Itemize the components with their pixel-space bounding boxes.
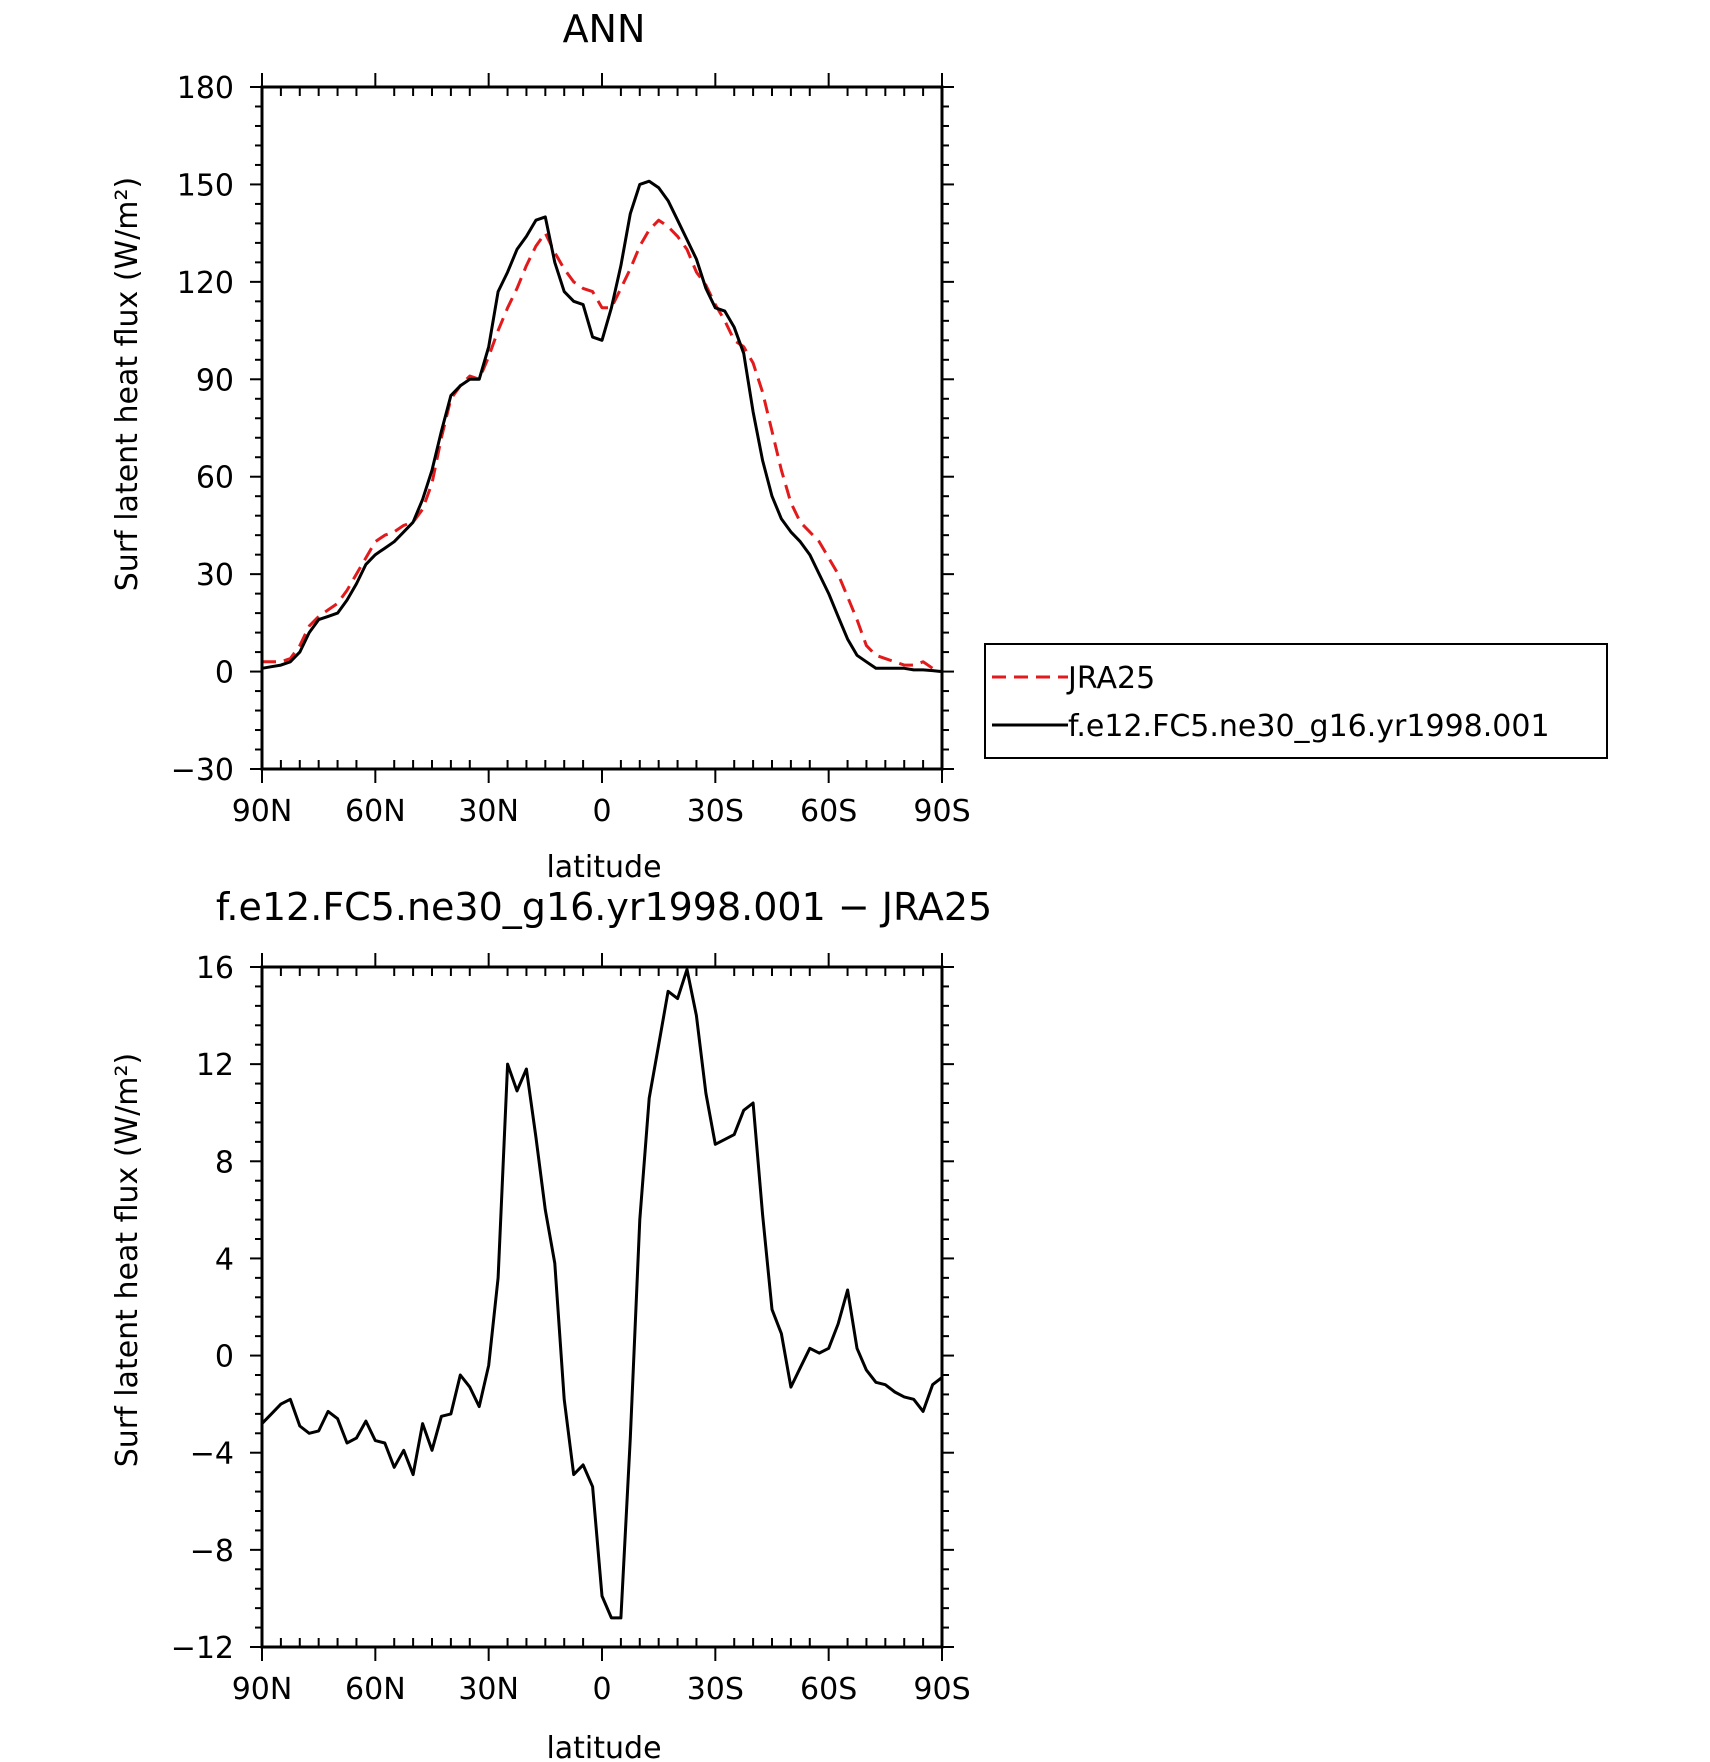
- top-chart-y-tick-label: 180: [177, 71, 234, 106]
- top-chart-series-line-1: [262, 218, 943, 674]
- top-chart-panel: ANN Surf latent heat flux (W/m²) latitud…: [110, 7, 1608, 885]
- bottom-chart-y-tick-label: −4: [190, 1437, 234, 1472]
- chart-legend: JRA25 f.e12.FC5.ne30_g16.yr1998.001: [984, 643, 1608, 759]
- bottom-chart-y-tick-label: 4: [215, 1242, 234, 1277]
- top-chart-plot-frame: [260, 85, 944, 771]
- bottom-chart-series-lines: [260, 967, 943, 1620]
- top-chart-ticks: −30 0 30 60 90 120 150 180 90N 60N 30N 0 30S 60S 90S: [171, 71, 971, 829]
- top-chart-y-tick-label: 60: [196, 461, 234, 496]
- bottom-chart-x-axis-label: latitude: [546, 1731, 661, 1762]
- top-chart-x-tick-label: 60N: [345, 794, 406, 829]
- top-chart-y-tick-label: 0: [215, 656, 234, 691]
- bottom-chart-y-tick-label: 0: [215, 1340, 234, 1375]
- bottom-chart-y-tick-label: −12: [171, 1631, 234, 1666]
- legend-box: [984, 643, 1608, 759]
- bottom-chart-y-tick-label: 12: [196, 1048, 234, 1083]
- top-chart-y-tick-label: 90: [196, 363, 234, 398]
- bottom-chart-x-tick-label: 90S: [913, 1672, 970, 1707]
- top-chart-x-tick-label: 60S: [800, 794, 857, 829]
- top-chart-x-tick-label: 0: [592, 794, 611, 829]
- bottom-chart-y-tick-label: 8: [215, 1145, 234, 1180]
- bottom-chart-x-tick-label: 30S: [687, 1672, 744, 1707]
- bottom-chart-x-tick-label: 60S: [800, 1672, 857, 1707]
- bottom-chart-x-tick-label: 0: [592, 1672, 611, 1707]
- top-chart-y-tick-label: 150: [177, 168, 234, 203]
- bottom-chart-x-tick-label: 60N: [345, 1672, 406, 1707]
- top-chart-y-tick-label: −30: [171, 753, 234, 788]
- bottom-chart-x-tick-label: 30N: [458, 1672, 519, 1707]
- top-chart-x-tick-label: 90S: [913, 794, 970, 829]
- top-chart-x-axis-label: latitude: [546, 850, 661, 885]
- bottom-chart-title: f.e12.FC5.ne30_g16.yr1998.001 − JRA25: [216, 885, 992, 929]
- top-chart-x-tick-label: 90N: [232, 794, 293, 829]
- bottom-chart-ticks: −12 −8 −4 0 4 8 12 16 90N 60N 30N 0 30S 60S 90S: [171, 951, 971, 1707]
- top-chart-series-line-2: [261, 179, 943, 674]
- top-chart-series-lines: [261, 179, 943, 674]
- top-chart-y-axis-label: Surf latent heat flux (W/m²): [110, 177, 145, 592]
- top-chart-x-tick-label: 30N: [458, 794, 519, 829]
- bottom-chart-y-tick-label: 16: [196, 951, 234, 986]
- top-chart-y-tick-label: 30: [196, 558, 234, 593]
- bottom-chart-panel: f.e12.FC5.ne30_g16.yr1998.001 − JRA25 Su…: [110, 885, 992, 1762]
- bottom-chart-x-tick-label: 90N: [232, 1672, 293, 1707]
- bottom-chart-y-tick-label: −8: [190, 1534, 234, 1569]
- top-chart-y-tick-label: 120: [177, 266, 234, 301]
- legend-label-model: f.e12.FC5.ne30_g16.yr1998.001: [1068, 709, 1550, 744]
- legend-label-jra25: JRA25: [1066, 661, 1155, 696]
- top-chart-x-tick-label: 30S: [687, 794, 744, 829]
- bottom-chart-series-line-1: [260, 967, 943, 1620]
- top-chart-title: ANN: [563, 7, 646, 51]
- bottom-chart-y-axis-label: Surf latent heat flux (W/m²): [110, 1053, 145, 1468]
- bottom-chart-plot-frame: [260, 965, 944, 1649]
